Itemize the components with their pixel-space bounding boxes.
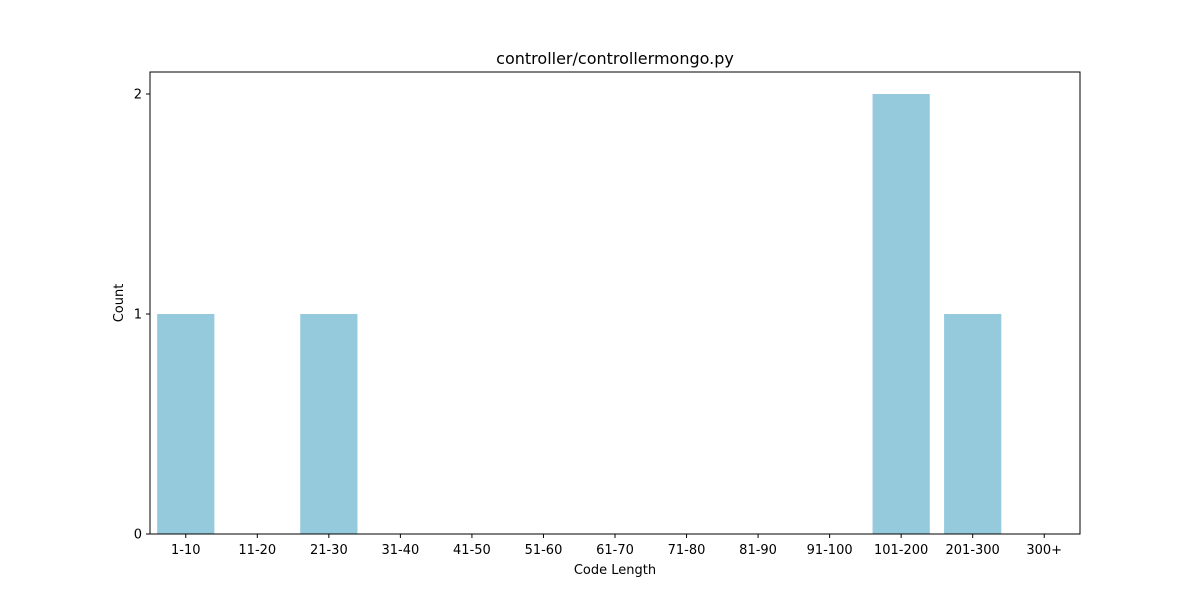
x-tick-label: 71-80 [668, 543, 706, 558]
x-axis-label: Code Length [574, 563, 656, 578]
bars-group [157, 94, 1002, 534]
x-tick-label: 201-300 [946, 543, 1000, 558]
x-tick-label: 61-70 [596, 543, 634, 558]
y-axis-label: Count [112, 284, 127, 323]
x-tick-label: 91-100 [807, 543, 853, 558]
bar [872, 94, 930, 534]
y-ticks-group: 0 1 2 [134, 88, 150, 543]
x-tick-label: 81-90 [739, 543, 777, 558]
chart-title: controller/controllermongo.py [496, 49, 734, 68]
x-tick-label: 11-20 [238, 543, 276, 558]
x-tick-label: 31-40 [381, 543, 419, 558]
x-tick-label: 41-50 [453, 543, 491, 558]
bar [300, 314, 358, 534]
x-tick-label: 300+ [1026, 543, 1062, 558]
plot-frame [149, 71, 1081, 535]
x-tick-label: 21-30 [310, 543, 348, 558]
x-tick-label: 101-200 [874, 543, 928, 558]
bar [944, 314, 1002, 534]
bar [157, 314, 215, 534]
x-tick-label: 1-10 [171, 543, 201, 558]
y-tick-label: 0 [134, 528, 142, 543]
x-ticks-group: 1-10 11-20 21-30 31-40 41-50 51-60 61-70 71-80 8… [171, 534, 1062, 558]
y-tick-label: 2 [134, 88, 142, 103]
y-tick-label: 1 [134, 308, 142, 323]
x-tick-label: 51-60 [525, 543, 563, 558]
